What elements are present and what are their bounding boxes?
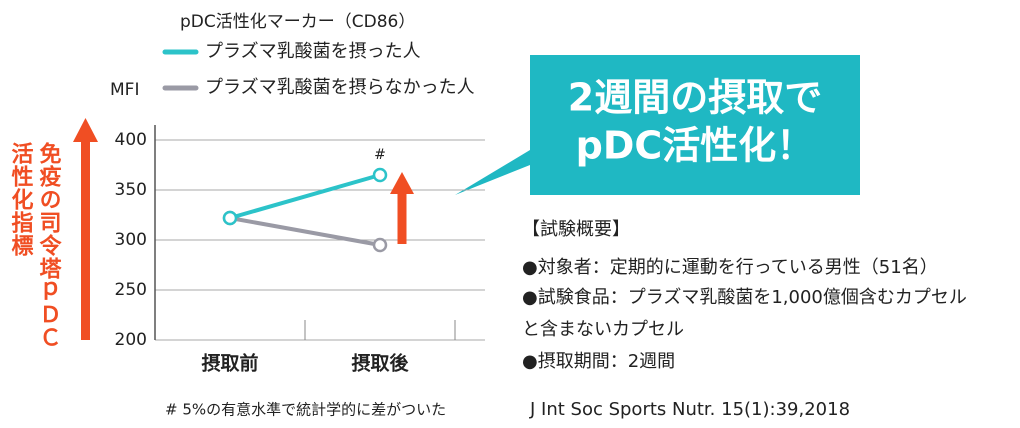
x-tick-label: 摂取後 bbox=[351, 352, 409, 375]
y-tick-label: 300 bbox=[115, 230, 147, 250]
y-tick-label: 250 bbox=[115, 280, 147, 300]
callout-text: 2週間の摂取で bbox=[568, 76, 822, 120]
legend-label: プラズマ乳酸菌を摂った人 bbox=[205, 41, 421, 62]
series-line bbox=[229, 216, 381, 247]
y-annotation: 活性化指標 bbox=[8, 142, 34, 257]
change-arrow-head bbox=[390, 172, 414, 194]
y-axis-label: MFI bbox=[110, 80, 139, 100]
series-line bbox=[229, 173, 381, 220]
significance-mark: # bbox=[374, 147, 386, 163]
callout-text: pDC活性化！ bbox=[576, 124, 815, 168]
summary-line: 【試験概要】 bbox=[522, 219, 630, 240]
callout-box bbox=[455, 55, 860, 195]
y-annotation: 免疫の司令塔ｐＤＣ bbox=[36, 141, 62, 349]
summary-line: ●対象者：定期的に運動を行っている男性（51名） bbox=[522, 257, 938, 278]
change-arrow-shaft bbox=[397, 192, 407, 244]
citation: J Int Soc Sports Nutr. 15(1):39,2018 bbox=[529, 399, 850, 420]
footnote: # 5%の有意水準で統計学的に差がついた bbox=[165, 401, 446, 419]
x-tick-label: 摂取前 bbox=[201, 352, 258, 375]
legend-label: プラズマ乳酸菌を摂らなかった人 bbox=[205, 77, 475, 98]
summary-line: ●摂取期間：2週間 bbox=[522, 351, 675, 372]
y-tick-label: 400 bbox=[115, 130, 147, 150]
data-point bbox=[372, 237, 388, 253]
y-arrow-shaft bbox=[81, 140, 90, 340]
y-tick-label: 350 bbox=[115, 180, 147, 200]
summary-line: と含まないカプセル bbox=[522, 319, 684, 340]
y-tick-label: 200 bbox=[115, 330, 147, 350]
data-point bbox=[222, 210, 238, 226]
data-point bbox=[372, 167, 388, 183]
chart-title: pDC活性化マーカー（CD86） bbox=[180, 12, 415, 32]
summary-line: ●試験食品：プラズマ乳酸菌を1,000億個含むカプセル bbox=[522, 287, 967, 308]
y-arrow-head bbox=[73, 118, 98, 142]
